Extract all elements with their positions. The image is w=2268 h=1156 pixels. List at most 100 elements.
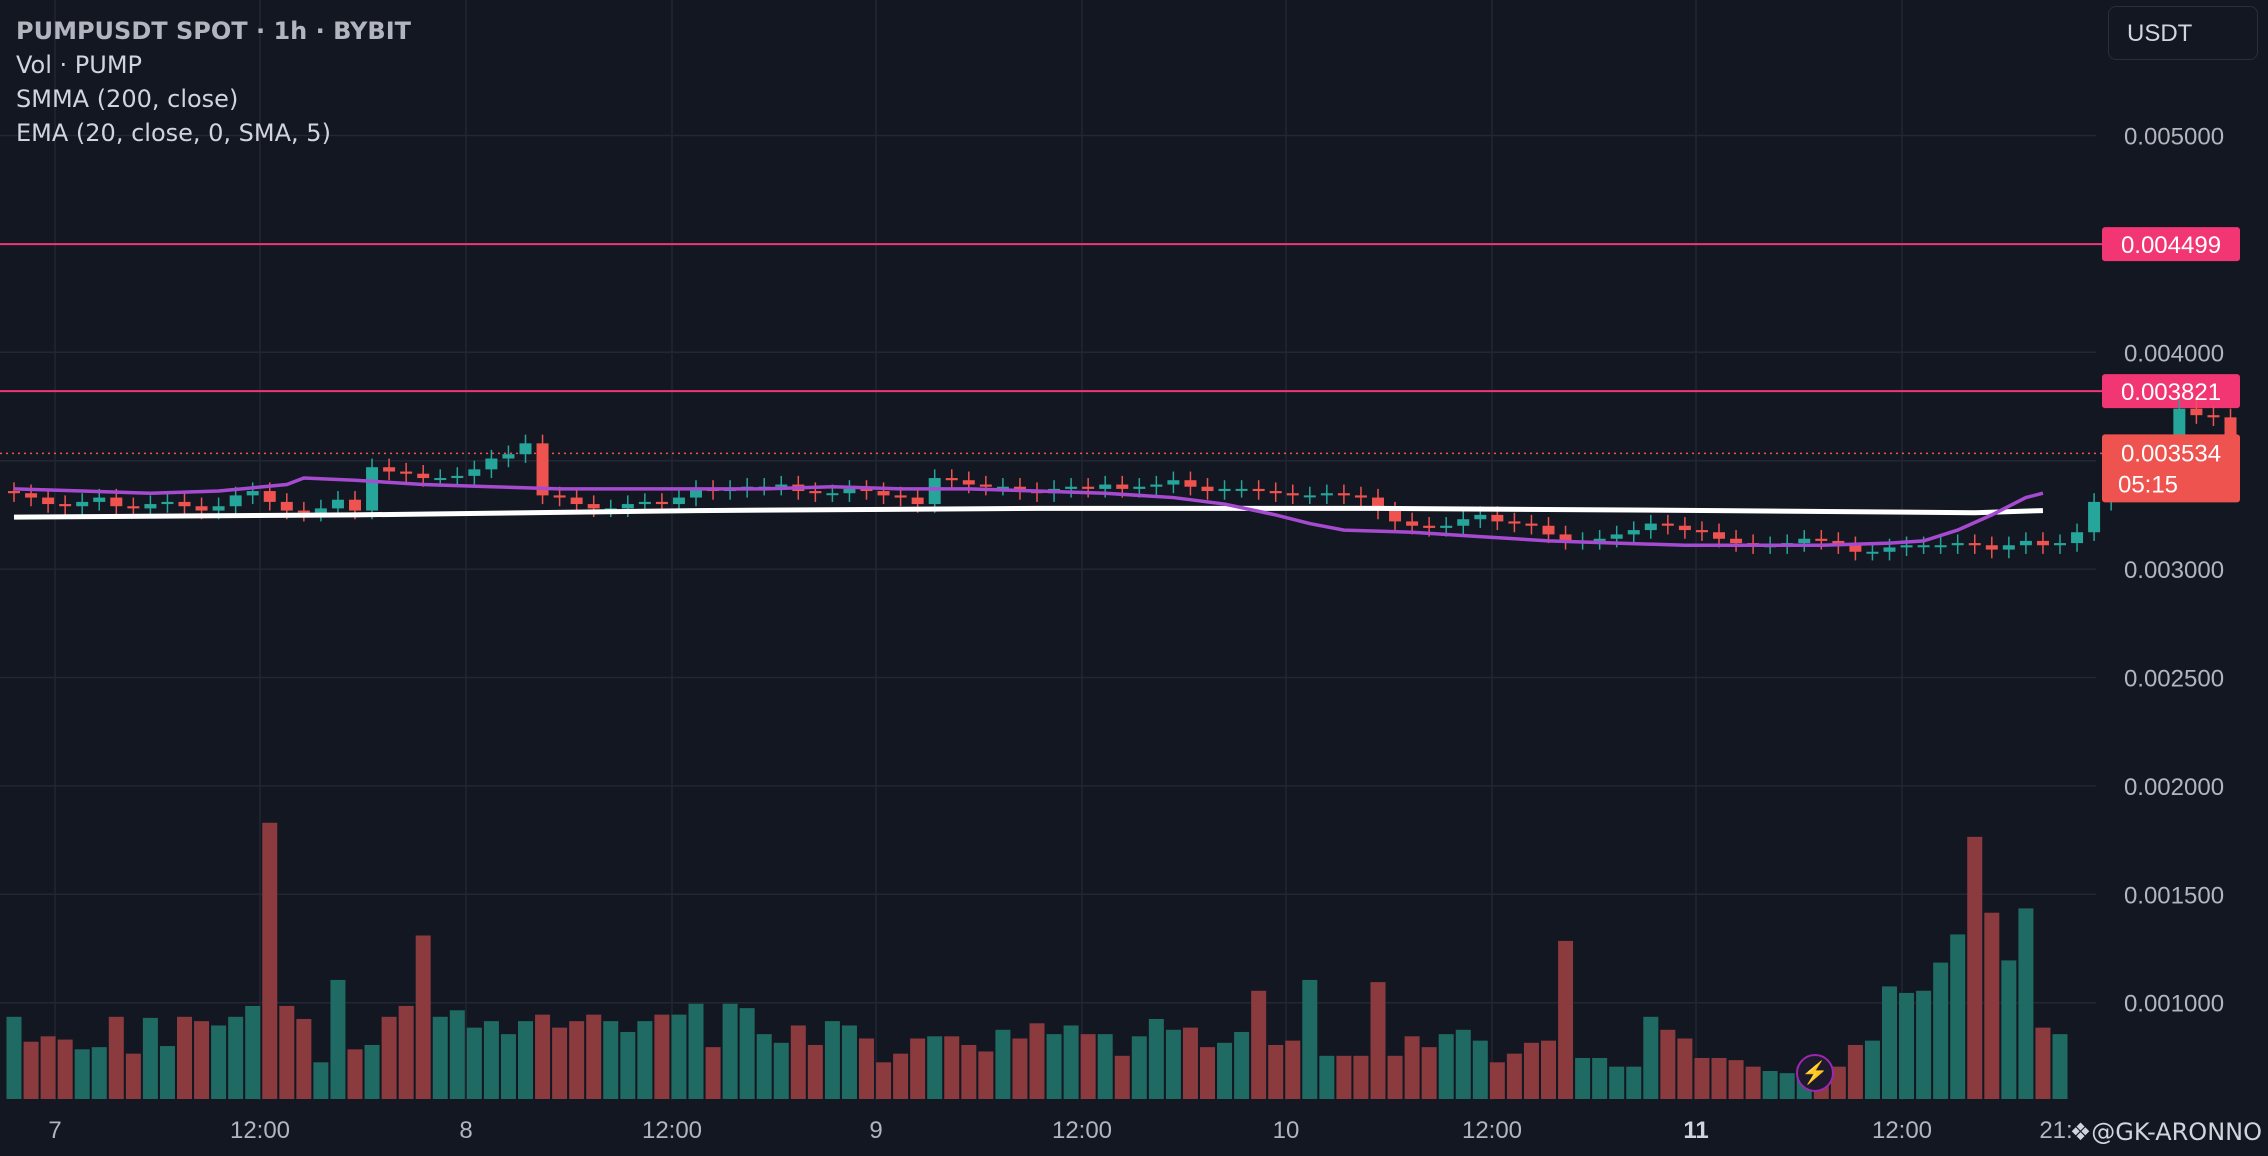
volume-bar [637,1021,653,1099]
candle-body [1661,523,1674,526]
volume-bar [1029,1023,1045,1099]
volume-bar [1370,982,1386,1099]
volume-bar [756,1034,772,1099]
time-axis-tick: 9 [869,1117,882,1144]
volume-bar [1285,1040,1301,1099]
candle-body [1508,521,1521,524]
candle-body [2190,408,2203,416]
volume-bar [74,1049,90,1099]
volume-bar [1916,990,1932,1099]
candle-body [638,501,651,505]
volume-bar [944,1036,960,1099]
volume-bar [1336,1055,1352,1099]
candle-body [536,443,549,496]
volume-bar [1626,1066,1642,1099]
volume-bar [1404,1036,1420,1099]
volume-bar [1575,1057,1591,1099]
candle-body [2002,545,2015,550]
candle-body [1525,523,1538,526]
volume-bar [535,1014,551,1099]
volume-bar [2001,960,2017,1099]
volume-bar [2035,1027,2051,1099]
candle-body [1389,510,1402,522]
candle-body [945,478,958,481]
candle-body [843,488,856,494]
volume-bar [432,1016,448,1099]
volume-bar [824,1021,840,1099]
horizontal-levels: 0.004499 0.003821 [0,227,2240,455]
volume-bar [1302,979,1318,1099]
volume-bar [1472,1040,1488,1099]
volume-bar [1950,934,1966,1099]
candle-body [1150,484,1163,487]
candle-body [42,497,55,505]
volume-bar [1541,1040,1556,1099]
candle-body [809,491,822,494]
volume-bar [1882,986,1897,1099]
volume-bar [1182,1027,1198,1099]
candle-body [383,467,396,472]
indicator-lines [13,476,2044,548]
volume-bar [91,1047,107,1099]
volume-bar [381,1016,397,1099]
candle-body [1252,488,1265,492]
time-axis-tick: 12:00 [1052,1117,1112,1144]
volume-bar [1353,1055,1369,1099]
smma-indicator-label[interactable]: SMMA (200, close) [16,85,239,113]
volume-bars [6,822,2068,1099]
time-axis: 7 12:00 8 12:00 9 12:00 10 12:00 11 12:00 21: [48,1117,2072,1144]
currency-selector-button[interactable]: USDT [2108,6,2258,60]
candle-body [144,504,157,509]
candle-body [263,491,276,502]
volume-bar [654,1014,670,1099]
volume-bar [1643,1016,1659,1099]
volume-bar [893,1053,909,1099]
candle-body [1678,525,1691,531]
volume-indicator-label[interactable]: Vol · PUMP [16,51,143,79]
volume-bar [500,1034,516,1099]
lightning-icon[interactable]: ⚡ [1796,1054,1834,1092]
candle-body [1968,543,1981,546]
volume-bar [2052,1034,2068,1099]
volume-bar [1967,836,1983,1099]
candle-body [1184,480,1197,487]
binance-logo-icon: ❖ [2069,1118,2092,1146]
volume-bar [1489,1062,1505,1099]
price-level-tag [2102,227,2240,262]
candle-body [434,478,447,481]
volume-bar [1080,1034,1096,1099]
time-axis-tick: 7 [48,1117,61,1144]
candle-body [1320,493,1333,496]
volume-bar [1063,1025,1079,1099]
price-axis-tick: 0.002000 [2124,774,2224,801]
candle-body [1167,480,1180,485]
candle-body [826,493,839,496]
candle-body [1201,486,1214,492]
last-price-tag [2102,434,2240,503]
candle-body [468,469,481,476]
symbol-title[interactable]: PUMPUSDT SPOT · 1h · BYBIT [16,17,412,45]
candle-body [1695,530,1708,533]
ema-indicator-label[interactable]: EMA (20, close, 0, SMA, 5) [16,119,331,147]
volume-bar [6,1016,22,1099]
time-axis-tick: 10 [1273,1117,1300,1144]
volume-bar [552,1027,568,1099]
candle-body [1337,493,1350,496]
candle-body [1116,484,1129,489]
candle-body [1269,491,1282,494]
volume-bar [364,1044,380,1099]
candle-body [1900,545,1913,548]
candle-body [1099,484,1112,489]
candle-body [1423,525,1436,528]
candle-body [860,488,873,492]
price-level-label: 0.004499 [2121,232,2221,259]
time-axis-tick: 12:00 [642,1117,702,1144]
candle-body [775,484,788,487]
candle-body [1866,551,1879,554]
candle-body [1440,525,1453,528]
candle-body [1235,488,1248,491]
volume-bar [483,1021,499,1099]
volume-bar [995,1029,1011,1099]
volume-bar [108,1016,124,1099]
